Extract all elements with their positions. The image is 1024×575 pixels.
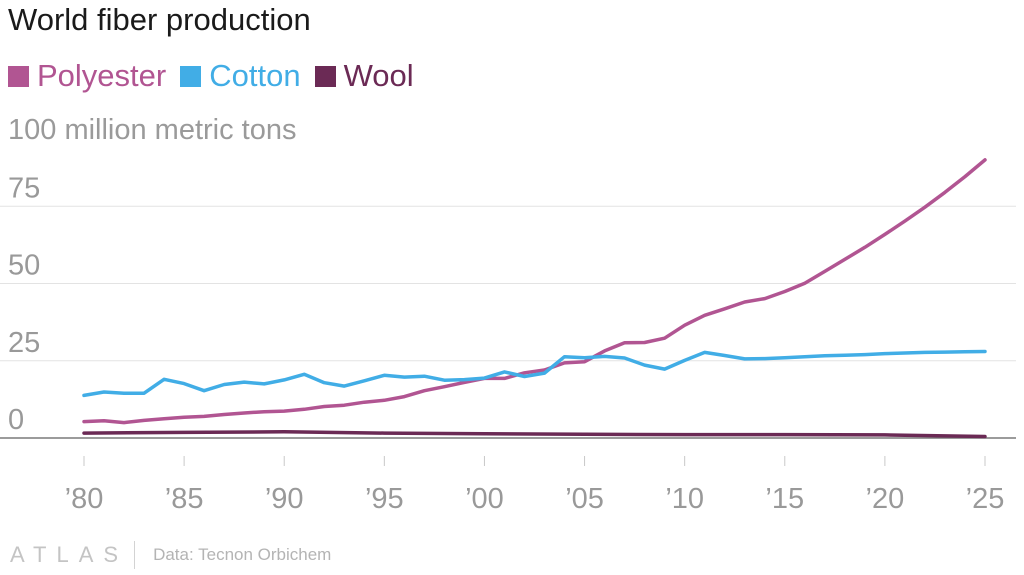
x-tick-label: ’00 [465, 483, 504, 515]
series-line-cotton [82, 349, 987, 398]
x-tick-label: ’10 [665, 483, 704, 515]
x-tick-label: ’20 [866, 483, 905, 515]
footer: ATLAS Data: Tecnon Orbichem [10, 540, 331, 570]
legend-label-polyester: Polyester [37, 58, 167, 93]
legend-item-polyester: Polyester [8, 58, 166, 94]
x-tick-label: ’15 [765, 483, 804, 515]
chart-title: World fiber production [8, 2, 311, 37]
y-tick-label: 0 [8, 404, 24, 436]
y-tick-label: 75 [8, 172, 40, 204]
y-axis-title: 100 million metric tons [8, 114, 297, 146]
legend-label-cotton: Cotton [209, 58, 301, 93]
series-line-wool [82, 430, 987, 439]
x-tick-label: ’25 [966, 483, 1005, 515]
x-tick-label: ’90 [265, 483, 304, 515]
grid-layer [0, 205, 1016, 466]
legend: Polyester Cotton Wool [8, 56, 428, 96]
footer-divider [134, 541, 136, 569]
x-tick-label: ’95 [365, 483, 404, 515]
y-tick-label: 25 [8, 327, 40, 359]
legend-item-wool: Wool [314, 58, 414, 94]
atlas-logo: ATLAS [10, 542, 129, 567]
data-source: Data: Tecnon Orbichem [153, 545, 332, 564]
legend-swatch-polyester [8, 65, 29, 87]
series-layer [82, 158, 987, 439]
x-tick-label: ’80 [65, 483, 104, 515]
x-tick-label: ’05 [565, 483, 604, 515]
x-tick-label: ’85 [165, 483, 204, 515]
tick-layer: 100 million metric tons 0 25 50 75 ’80 ’85 ’90 ’… [8, 114, 1004, 515]
legend-swatch-cotton [180, 65, 202, 87]
series-line-polyester [82, 158, 987, 425]
legend-swatch-wool [314, 65, 336, 87]
y-tick-label: 50 [8, 250, 40, 282]
legend-label-wool: Wool [343, 58, 414, 93]
legend-item-cotton: Cotton [180, 58, 301, 94]
